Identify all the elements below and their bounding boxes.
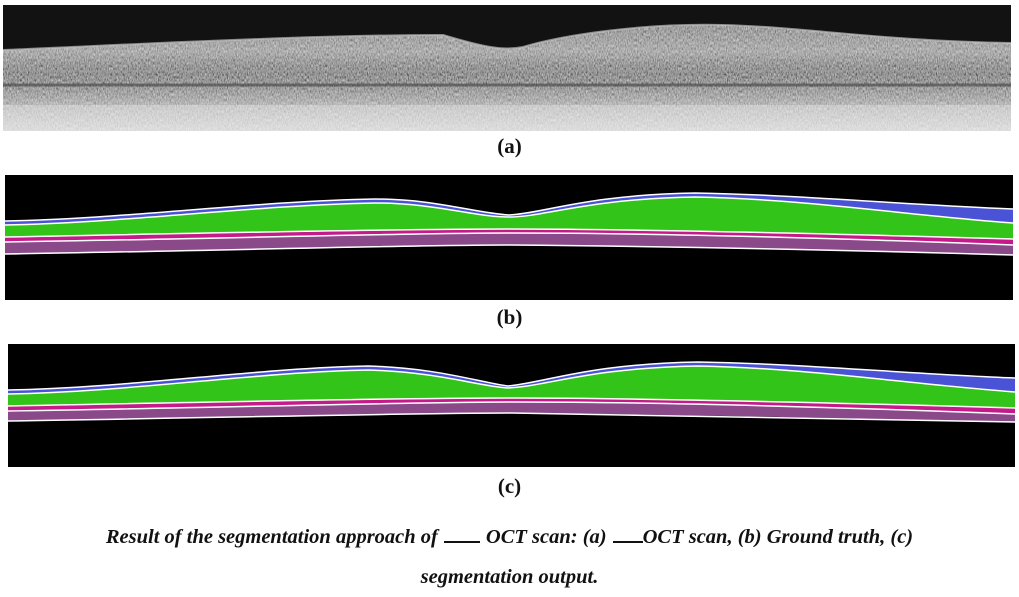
caption-part-1: Result of the segmentation approach of xyxy=(105,526,438,548)
layer-4 xyxy=(8,402,1015,422)
boundary-3 xyxy=(8,397,1015,409)
redacted-text xyxy=(612,531,643,543)
caption-part-2: OCT scan: (a) xyxy=(485,526,607,548)
layer-2 xyxy=(5,197,1013,239)
figure-caption: Result of the segmentation approach of OC… xyxy=(0,518,1019,556)
figure-caption-line-2: segmentation output. xyxy=(420,566,599,588)
boundary-4 xyxy=(8,401,1015,415)
panel-a-label: (a) xyxy=(497,134,522,158)
panel-b-label: (b) xyxy=(496,305,523,329)
boundary-2 xyxy=(5,196,1013,226)
layer-4 xyxy=(5,233,1013,255)
boundary-bottom xyxy=(5,244,1013,256)
redacted-text xyxy=(443,531,480,543)
boundary-top xyxy=(8,361,1015,391)
boundary-3 xyxy=(5,228,1013,240)
boundary-4 xyxy=(5,232,1013,246)
boundary-top xyxy=(5,192,1013,222)
ground-truth-map xyxy=(5,175,1013,300)
panel-c-label: (c) xyxy=(497,474,522,498)
caption-part-3: OCT scan, (b) Ground truth, (c) xyxy=(642,526,914,548)
segmentation-output-map xyxy=(8,344,1015,467)
boundary-2 xyxy=(8,365,1015,395)
oct-scan-image xyxy=(3,5,1011,131)
